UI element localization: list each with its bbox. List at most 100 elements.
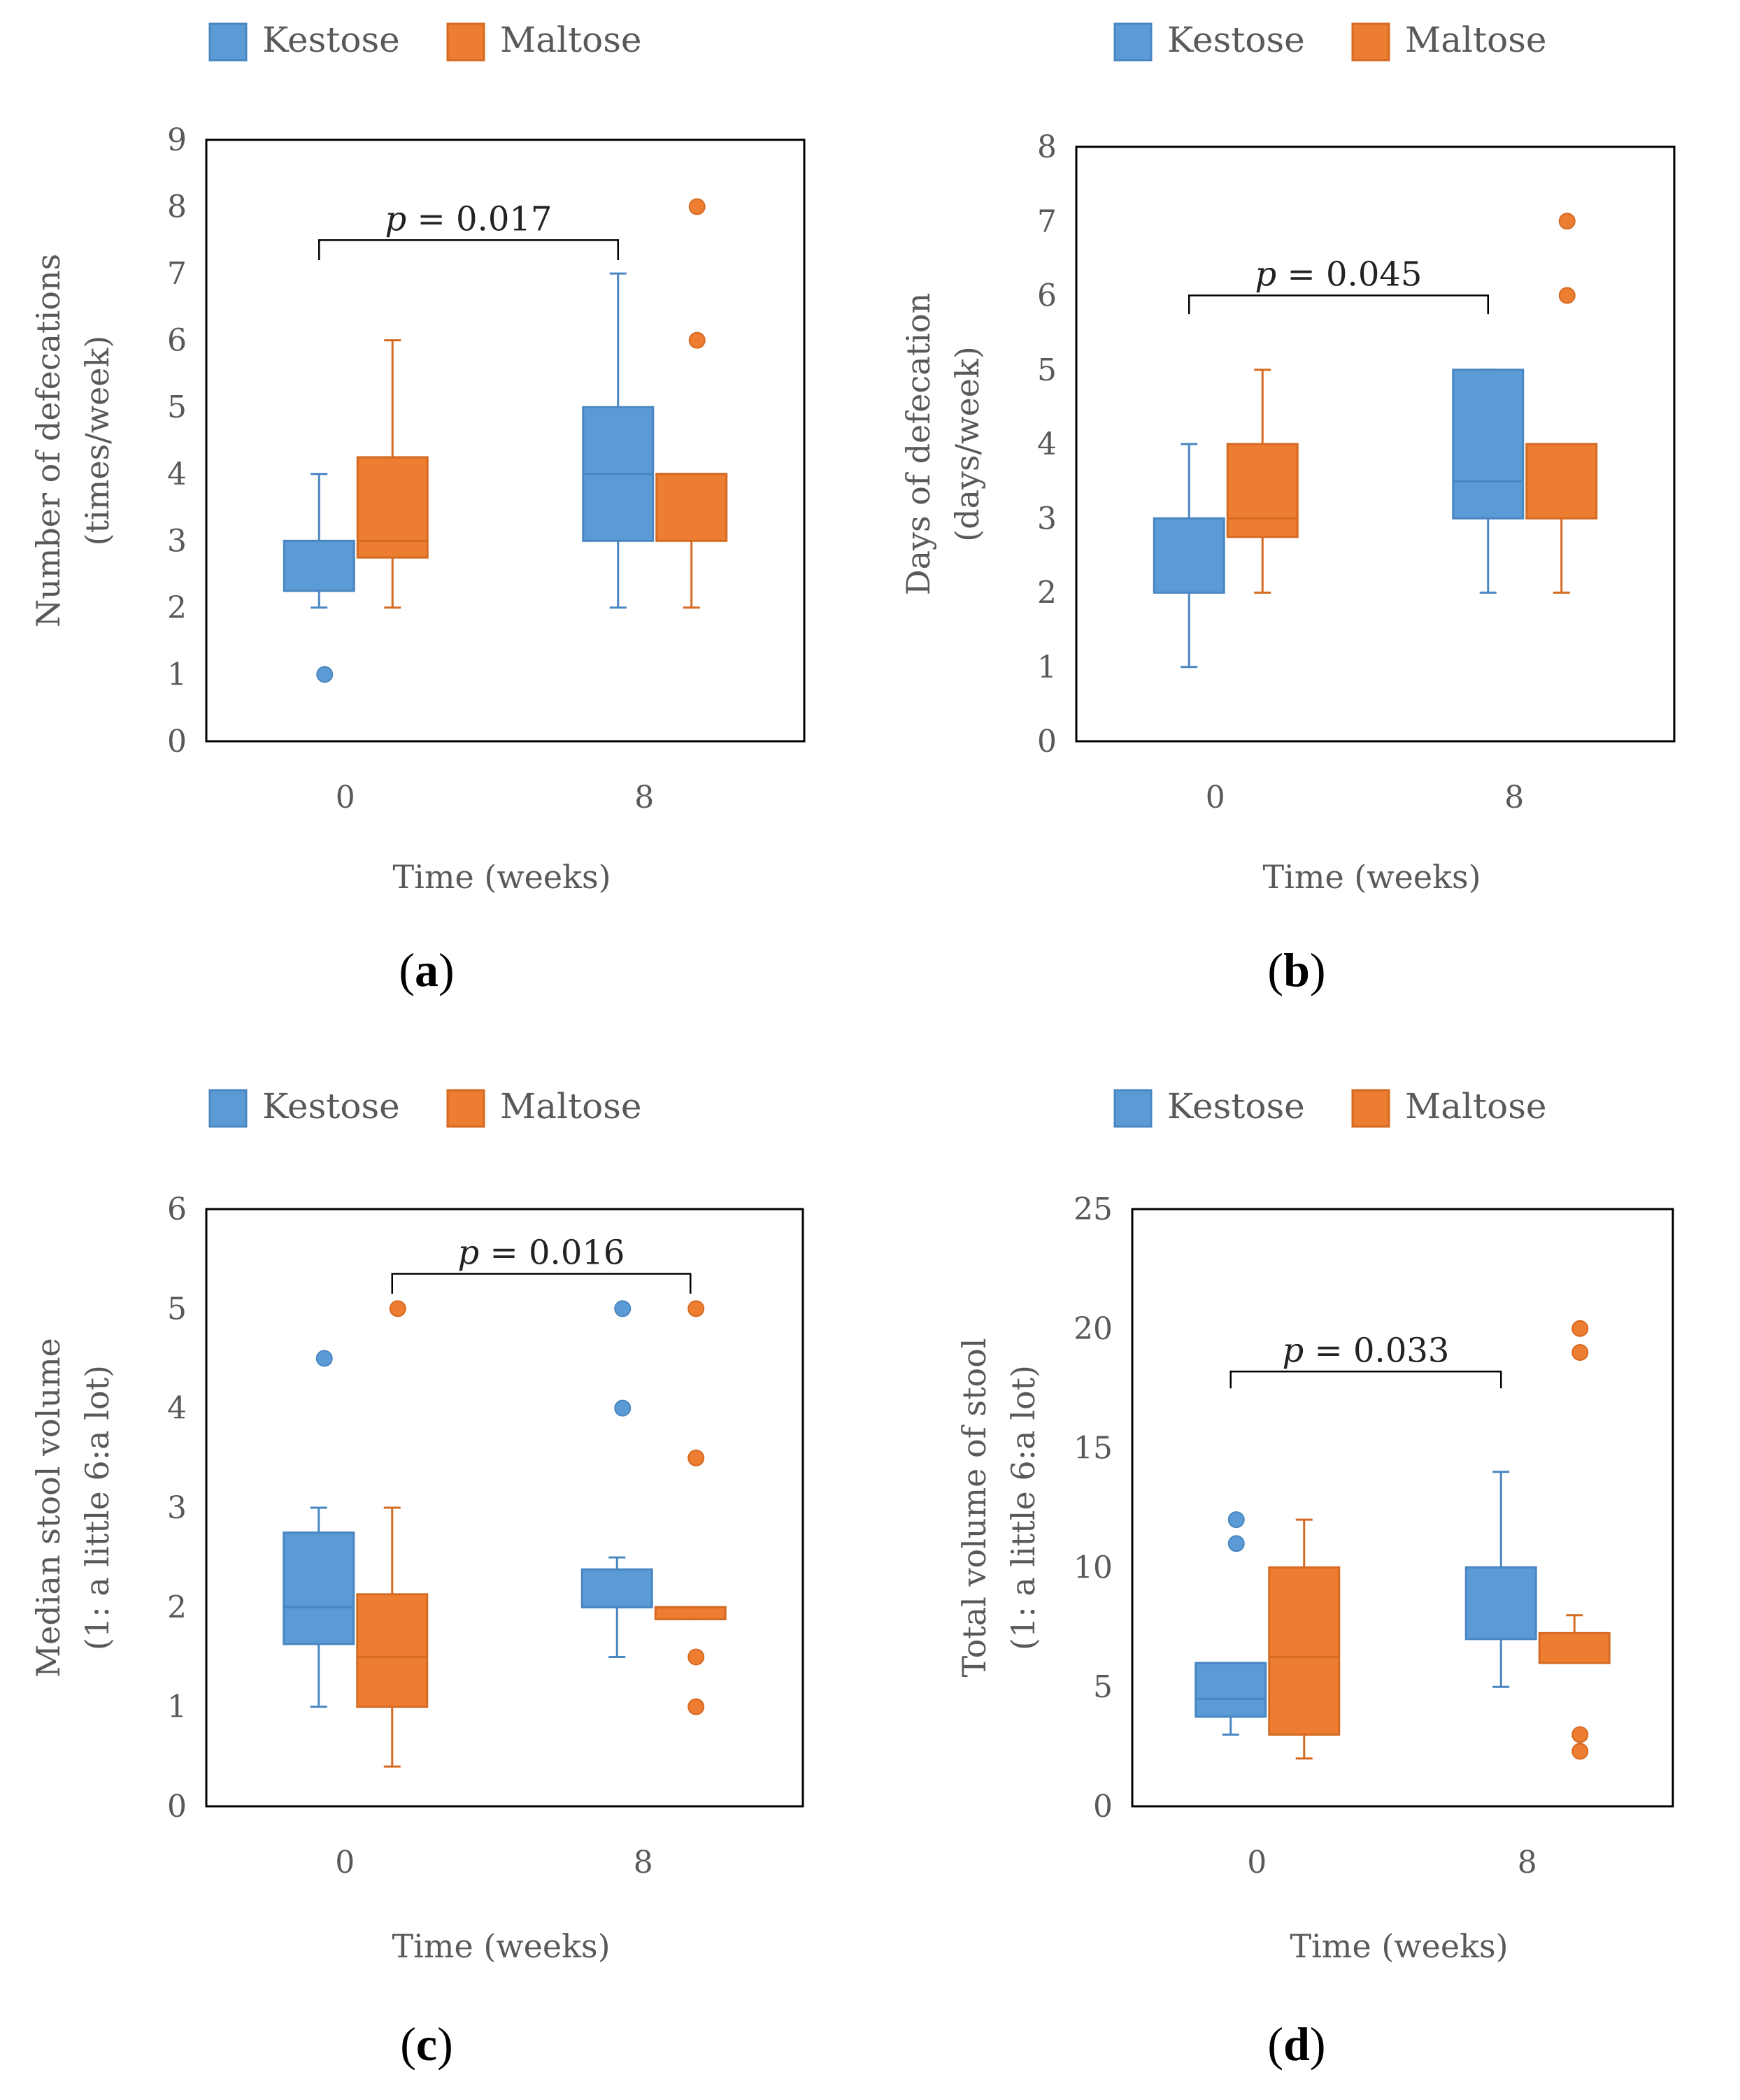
outlier-point: [688, 331, 706, 349]
outlier-point: [1571, 1343, 1589, 1361]
box-iqr: [580, 1568, 653, 1608]
y-tick-label: 20: [1074, 1311, 1113, 1347]
legend-label-kestose: Kestose: [1167, 20, 1305, 60]
y-tick-label: 1: [167, 1690, 187, 1725]
x-axis-title: Time (weeks): [392, 858, 611, 896]
outlier-point: [1558, 213, 1576, 230]
x-tick-label: 8: [1518, 1845, 1537, 1880]
pvalue-label: p = 0.045: [1255, 255, 1422, 294]
outlier-point: [316, 666, 334, 683]
y-axis-title: Days of defecation: [899, 293, 937, 596]
box-iqr: [1452, 369, 1525, 520]
chart-svg-b: Kestose Maltose 0 1 2 3 4 5 6 7 8 0 8 Time (weeks) Day…: [899, 20, 1676, 997]
legend-swatch-kestose: [208, 1089, 248, 1128]
box-kestose-week-0: [1153, 443, 1225, 669]
legend: Kestose Maltose: [208, 20, 641, 62]
y-tick-label: 5: [1037, 352, 1057, 388]
y-tick-label: 8: [167, 190, 187, 225]
outlier-point: [1227, 1511, 1245, 1529]
y-tick-label: 6: [1037, 278, 1057, 314]
chart-svg-a: Kestose Maltose 0 1 2 3 4 5 6 7 8 9 0 8 Time (weeks) Nu…: [29, 20, 806, 997]
box-kestose-week-0: [283, 473, 355, 683]
y-tick-label: 3: [167, 523, 187, 559]
y-tick-label: 3: [167, 1490, 187, 1526]
panel-letter: (b): [1267, 943, 1325, 997]
y-tick-label: 9: [167, 122, 187, 158]
panel-letter: (d): [1267, 2017, 1325, 2071]
box-maltose-week-8: [1525, 213, 1598, 594]
y-axis-subtitle: (days/week): [948, 346, 986, 542]
y-tick-label: 4: [1037, 427, 1057, 462]
panel-letter: (c): [400, 2017, 453, 2071]
y-tick-label: 1: [167, 657, 187, 692]
outlier-point: [1571, 1743, 1589, 1760]
y-tick-label: 0: [167, 1789, 187, 1824]
chart-panel-b: Kestose Maltose 0 1 2 3 4 5 6 7 8 0 8 Time (weeks) Day…: [870, 0, 1740, 1050]
chart-svg-c: Kestose Maltose 0 1 2 3 4 5 6 0 8 Time (weeks) Media…: [29, 1086, 804, 2071]
legend: Kestose Maltose: [208, 1086, 641, 1128]
x-tick-label: 8: [634, 1845, 653, 1880]
y-tick-label: 10: [1074, 1550, 1113, 1585]
outlier-point: [687, 1648, 705, 1666]
outlier-point: [315, 1350, 333, 1367]
box-maltose-week-0: [356, 339, 429, 609]
y-tick-label: 0: [167, 724, 187, 759]
box-maltose-week-8: [654, 1300, 727, 1715]
legend-label-maltose: Maltose: [1405, 1086, 1546, 1127]
x-tick-label: 0: [335, 1845, 355, 1880]
chart-panel-c: Kestose Maltose 0 1 2 3 4 5 6 0 8 Time (weeks) Media…: [0, 1050, 870, 2099]
x-axis-title: Time (weeks): [392, 1927, 610, 1965]
outlier-point: [389, 1300, 406, 1317]
legend-swatch-kestose: [208, 22, 248, 62]
plot-frame: [205, 1208, 804, 1808]
outlier-point: [614, 1300, 632, 1317]
y-axis-title: Total volume of stool: [955, 1338, 993, 1677]
box-maltose-week-0: [1226, 369, 1299, 594]
y-tick-label: 5: [167, 390, 187, 425]
box-kestose-week-8: [1452, 369, 1525, 594]
plot-frame: [1131, 1208, 1674, 1808]
legend-label-kestose: Kestose: [262, 1086, 400, 1127]
y-tick-label: 2: [167, 590, 187, 626]
outlier-point: [1558, 287, 1576, 304]
outlier-point: [687, 1698, 705, 1715]
box-iqr: [1195, 1662, 1267, 1718]
legend-swatch-kestose: [1113, 1089, 1153, 1128]
box-maltose-week-0: [1268, 1518, 1341, 1760]
box-iqr: [283, 1531, 355, 1645]
box-iqr: [654, 1606, 727, 1620]
y-axis-subtitle: (1: a little 6:a lot): [78, 1365, 116, 1650]
legend-swatch-kestose: [1113, 22, 1153, 62]
y-tick-label: 0: [1037, 724, 1057, 759]
box-iqr: [1153, 517, 1225, 594]
outlier-point: [688, 198, 706, 215]
box-iqr: [1464, 1566, 1537, 1641]
legend-swatch-maltose: [446, 1089, 485, 1128]
legend-label-kestose: Kestose: [262, 20, 400, 60]
x-tick-label: 8: [1504, 780, 1524, 815]
y-axis-subtitle: (times/week): [78, 336, 116, 546]
outlier-point: [614, 1399, 632, 1417]
plot-frame: [1075, 145, 1676, 743]
legend: Kestose Maltose: [1113, 1086, 1546, 1128]
outlier-point: [687, 1300, 705, 1317]
legend-label-maltose: Maltose: [500, 20, 641, 60]
box-maltose-week-8: [1538, 1320, 1611, 1760]
pvalue-label: p = 0.016: [458, 1234, 625, 1273]
x-tick-label: 0: [1206, 780, 1225, 815]
pvalue-bracket: [318, 239, 619, 260]
y-axis-title: Number of defecations: [29, 254, 67, 627]
y-tick-label: 15: [1074, 1431, 1113, 1466]
legend-swatch-maltose: [446, 22, 485, 62]
pvalue-bracket: [1188, 294, 1489, 315]
x-tick-label: 0: [1247, 1845, 1267, 1880]
y-tick-label: 6: [167, 1192, 187, 1227]
y-tick-label: 4: [167, 457, 187, 492]
box-kestose-week-8: [580, 1300, 653, 1658]
legend-swatch-maltose: [1351, 22, 1390, 62]
box-iqr: [655, 473, 728, 542]
pvalue-label: p = 0.033: [1283, 1331, 1450, 1370]
pvalue-bracket: [391, 1273, 692, 1294]
box-iqr: [356, 1593, 429, 1708]
y-tick-label: 7: [1037, 203, 1057, 239]
